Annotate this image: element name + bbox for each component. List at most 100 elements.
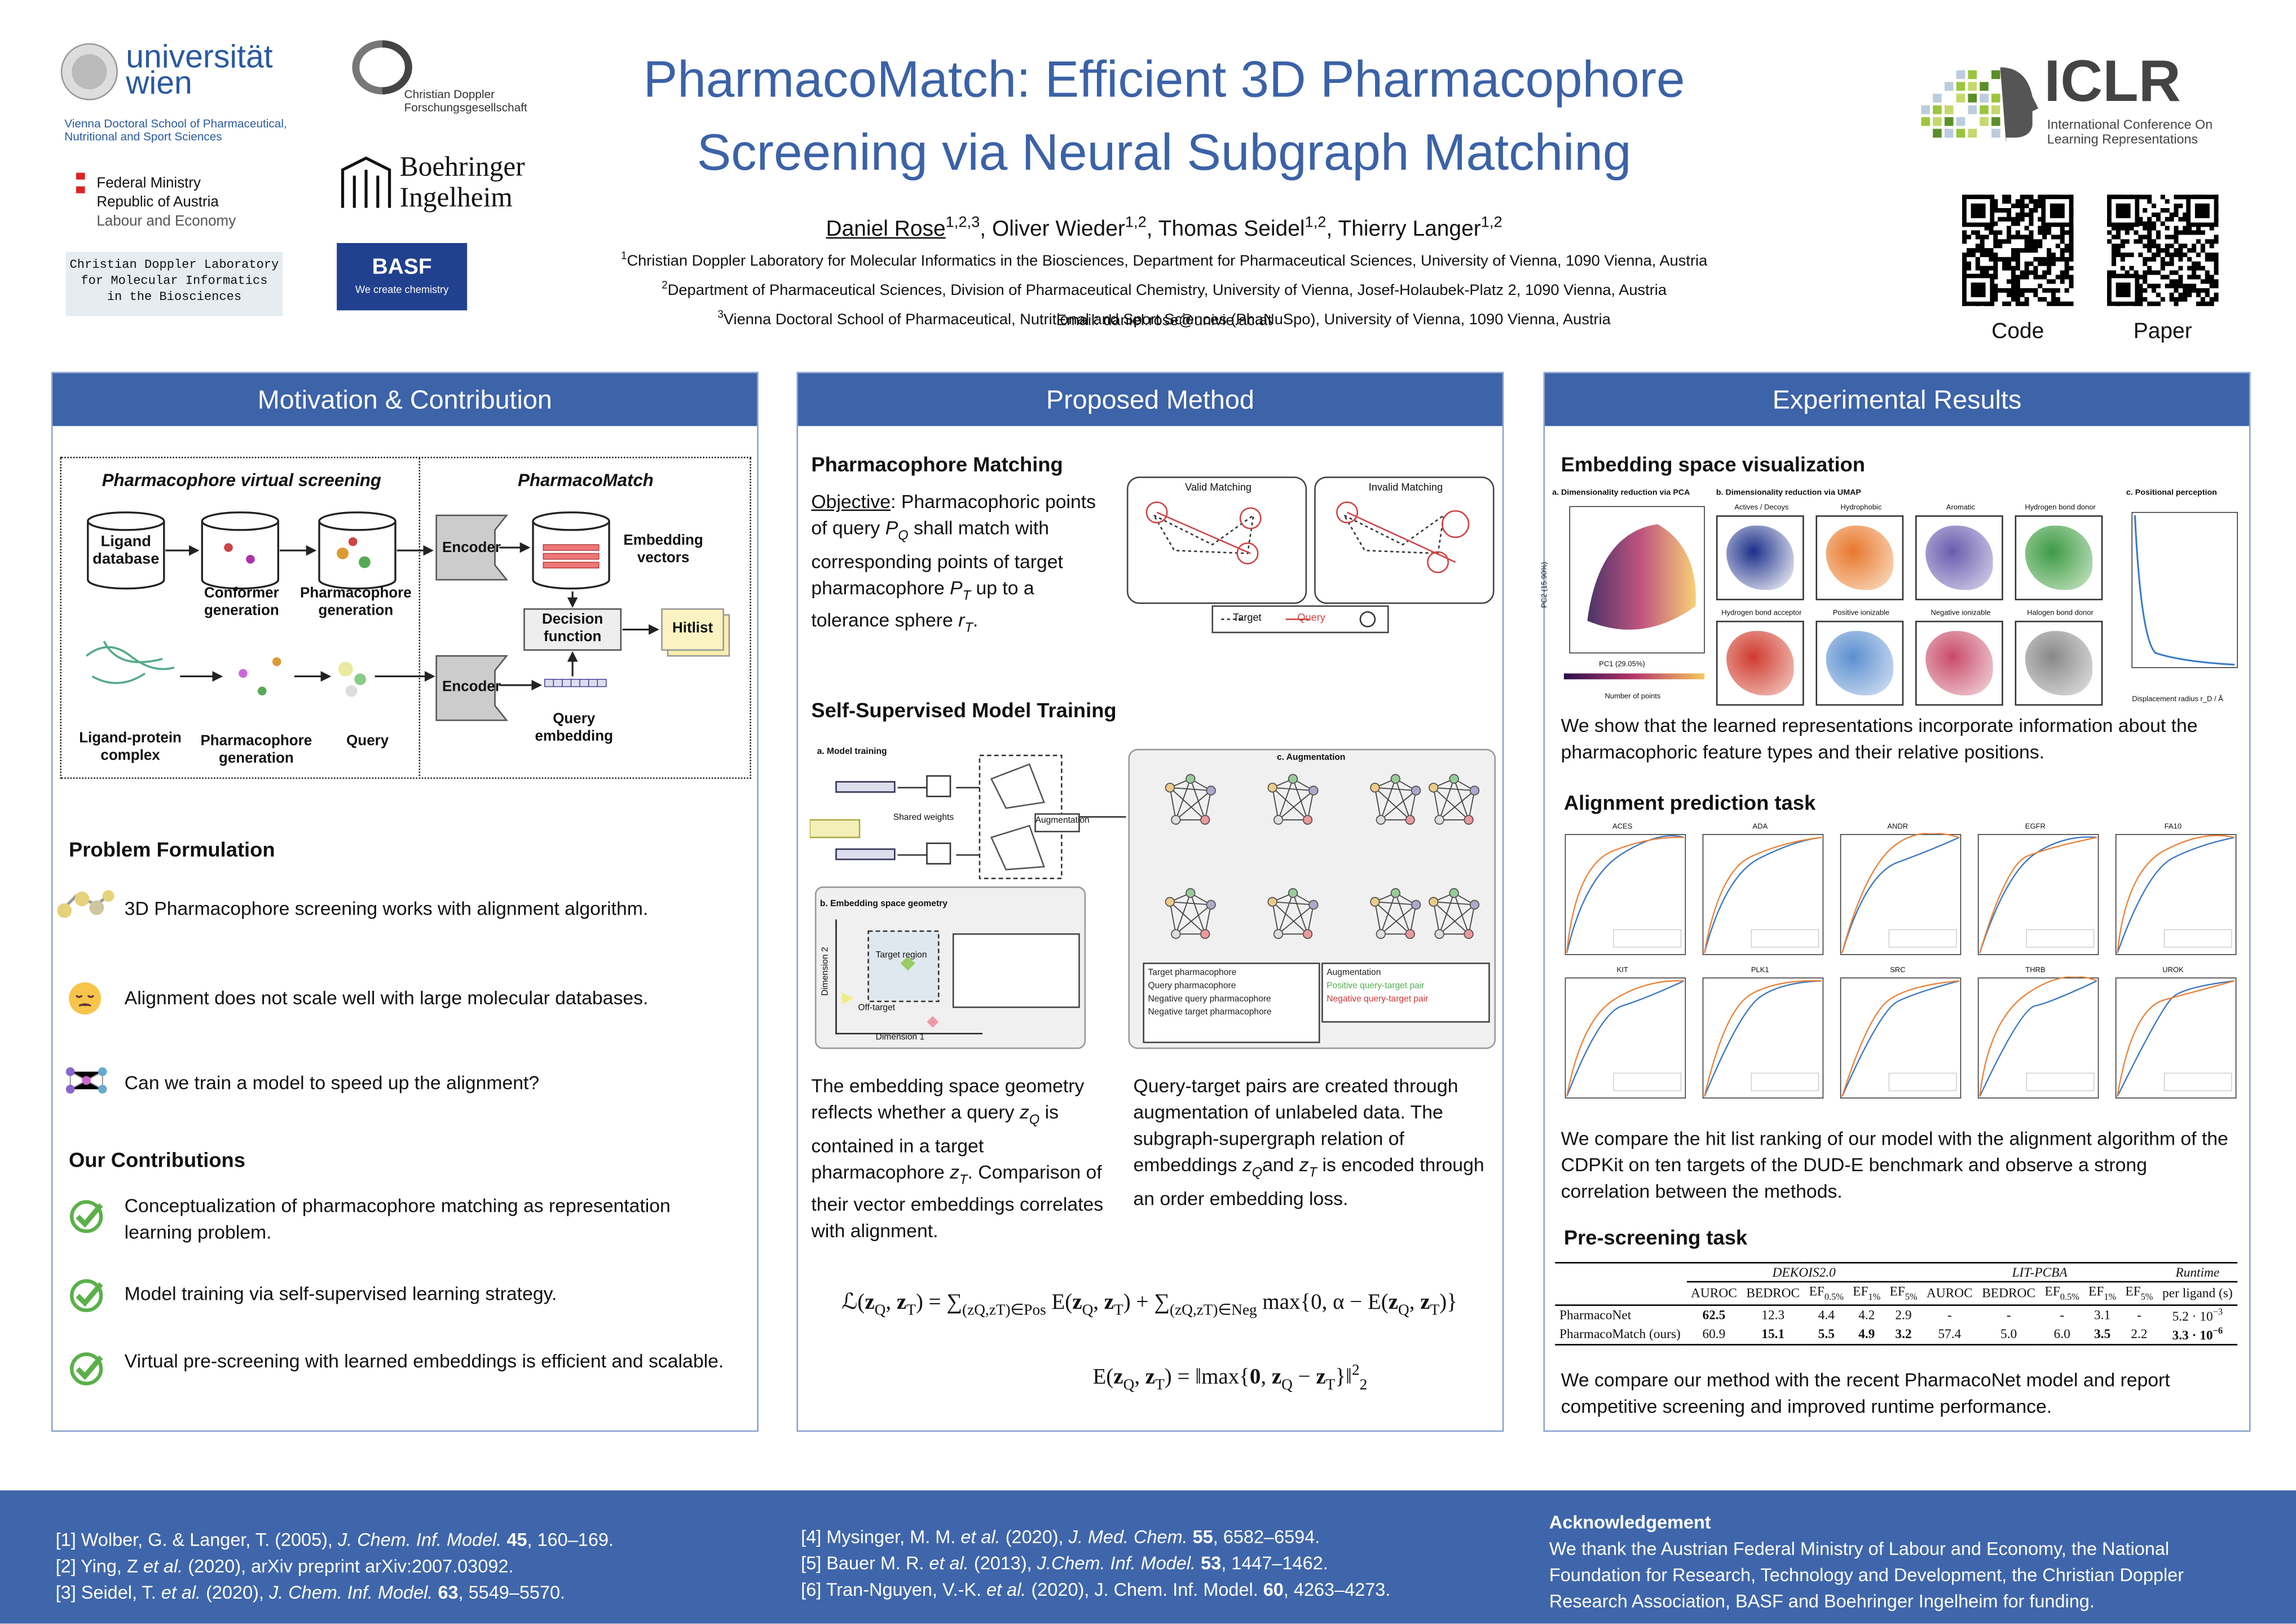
shape — [1468, 904, 1475, 934]
column-header: EF1% — [2084, 1282, 2121, 1305]
shape — [1989, 230, 1994, 235]
shape — [2209, 297, 2214, 302]
rect — [570, 678, 580, 687]
shape — [1395, 893, 1411, 934]
shape — [2038, 275, 2043, 280]
shape — [2020, 208, 2025, 213]
shape — [1613, 1073, 1682, 1091]
shape — [2015, 301, 2020, 306]
shape — [2156, 252, 2161, 257]
math-run: z — [1242, 1153, 1252, 1176]
shape — [1277, 904, 1314, 935]
shape — [2143, 221, 2148, 226]
path — [201, 521, 279, 590]
shape — [1980, 82, 1989, 91]
shape — [2042, 270, 2047, 275]
shape — [2015, 221, 2020, 226]
text-run: ℒ( — [841, 1291, 865, 1315]
shape — [1453, 778, 1469, 820]
shape — [2064, 230, 2069, 235]
shape — [2107, 239, 2112, 244]
shape — [2205, 257, 2210, 262]
shape — [2047, 261, 2052, 266]
umap-title: Positive ionizable — [1832, 609, 1890, 618]
subscript: 0.5% — [1824, 1292, 1844, 1303]
panel: Proposed Method — [796, 372, 1504, 1432]
shape — [2002, 288, 2007, 293]
path — [1342, 513, 1445, 554]
shape — [2006, 217, 2012, 222]
shape — [2060, 257, 2065, 262]
shape — [1956, 82, 1966, 91]
table-row: PharmacoMatch (ours) 60.9 15.1 5.5 4.9 3.2 57.… — [1555, 1325, 2238, 1345]
shape — [2029, 221, 2034, 226]
shape — [1980, 105, 1989, 114]
circle — [74, 892, 90, 907]
shape — [2029, 244, 2034, 249]
column-header: EF5% — [1885, 1282, 1922, 1305]
umap-blob — [2025, 631, 2093, 696]
shape — [2038, 226, 2043, 231]
rect — [523, 608, 622, 651]
shape — [1998, 239, 2003, 244]
shape — [2064, 275, 2069, 280]
plot-title: PLK1 — [1751, 966, 1769, 976]
qr-code[interactable] — [1959, 192, 2077, 309]
shape — [1841, 980, 1959, 1097]
shape — [2129, 252, 2134, 257]
shape — [2160, 266, 2165, 271]
panel-title: Experimental Results — [1545, 373, 2249, 426]
shape — [1841, 833, 1960, 954]
shape — [2006, 235, 2012, 240]
subscript: T — [959, 1171, 968, 1186]
shape — [2147, 270, 2152, 275]
positional-plot — [2131, 511, 2238, 668]
shape — [2156, 270, 2161, 275]
roc-plot — [2115, 834, 2237, 955]
shape — [2042, 226, 2047, 231]
umap-blob — [1925, 631, 1993, 696]
shape — [1272, 787, 1314, 791]
shape — [2020, 275, 2025, 280]
path — [990, 763, 1045, 809]
pca-plot — [1563, 506, 1705, 679]
shape — [2000, 67, 2039, 144]
shape — [1993, 275, 1998, 280]
shape — [2011, 297, 2016, 302]
shape — [2209, 239, 2214, 244]
axis-label: PC1 (29.05%) — [1599, 660, 1645, 669]
shape — [2192, 244, 2197, 249]
shape — [1200, 929, 1210, 939]
shape — [1980, 248, 1985, 253]
shape — [2160, 261, 2165, 266]
shape — [1170, 901, 1211, 906]
qr-code[interactable] — [2104, 192, 2222, 309]
shape — [2002, 261, 2007, 266]
shape — [2169, 292, 2174, 297]
text-run: . Comparison of their vector embeddings … — [811, 1160, 1104, 1242]
circle — [102, 890, 114, 902]
qr-label: Code — [1991, 319, 2044, 345]
table-cell — [1555, 1263, 1686, 1282]
umap-title: Aromatic — [1946, 504, 1976, 513]
shape — [2214, 239, 2219, 244]
path — [76, 1355, 103, 1380]
shape — [2111, 257, 2117, 262]
shape — [1267, 783, 1277, 793]
shape — [2011, 288, 2016, 293]
panel: Motivation & Contribution — [51, 372, 759, 1432]
shape — [2038, 284, 2043, 289]
shape — [2143, 275, 2148, 280]
shape — [2209, 226, 2214, 231]
shape — [2029, 230, 2034, 235]
shape — [2006, 226, 2012, 231]
subscript: T — [1308, 1164, 1317, 1180]
reference: [6] Tran-Nguyen, V.-K. et al. (2020), J.… — [801, 1577, 1504, 1603]
shape — [2047, 270, 2052, 275]
shape — [1374, 901, 1411, 935]
group-header: DEKOIS2.0 — [1686, 1263, 1922, 1283]
shape — [2165, 252, 2170, 257]
text-run: , 6582–6594. — [1213, 1526, 1320, 1548]
reference: [4] Mysinger, M. M. et al. (2020), J. Me… — [801, 1524, 1504, 1551]
div: Federal Ministry — [96, 175, 201, 192]
